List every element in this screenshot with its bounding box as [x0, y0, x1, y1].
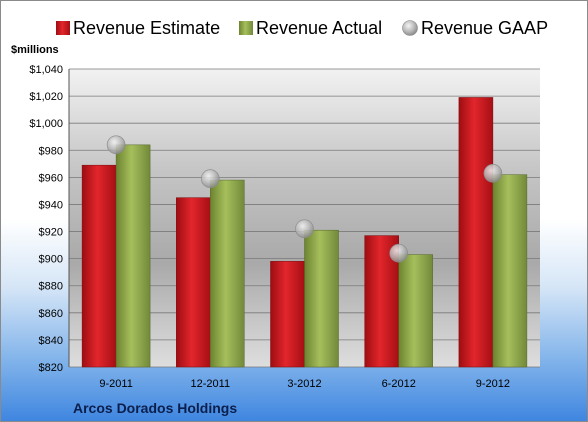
- x-category-label: 9-2011: [99, 378, 132, 390]
- bar-revenue-actual: [398, 254, 433, 368]
- bar-revenue-actual: [115, 144, 151, 368]
- bar-revenue-estimate: [81, 164, 117, 368]
- bar-revenue-estimate: [270, 261, 305, 368]
- y-tick-label: $980: [39, 145, 63, 157]
- bars: [81, 97, 528, 368]
- y-tick-label: $900: [39, 254, 63, 266]
- x-category-label: 9-2012: [476, 378, 510, 390]
- bar-revenue-actual: [304, 229, 339, 368]
- x-category-label: 12-2011: [191, 378, 231, 390]
- y-tick-label: $860: [39, 308, 63, 320]
- y-tick-label: $940: [39, 199, 63, 211]
- bar-revenue-estimate: [458, 97, 494, 368]
- y-tick-label: $880: [39, 281, 63, 293]
- y-tick-label: $960: [39, 172, 63, 184]
- gaap-markers: [106, 135, 503, 263]
- legend-swatch-actual: [239, 21, 253, 35]
- bar-revenue-estimate: [176, 197, 211, 368]
- y-tick-label: $1,020: [29, 91, 63, 103]
- legend: Revenue Estimate Revenue Actual Revenue …: [56, 18, 548, 38]
- legend-item-revenue-gaap: Revenue GAAP: [402, 18, 548, 38]
- legend-item-revenue-actual: Revenue Actual: [239, 18, 382, 38]
- legend-label-actual: Revenue Actual: [256, 18, 382, 38]
- bar-revenue-actual: [210, 179, 245, 368]
- marker-revenue-gaap: [389, 243, 409, 263]
- marker-revenue-gaap: [295, 219, 314, 239]
- y-tick-label: $820: [39, 362, 63, 374]
- company-name: Arcos Dorados Holdings: [73, 400, 237, 416]
- y-axis-ticks: $820 $840 $860 $880 $900 $920 $940 $960 $980 $1,0…: [29, 64, 63, 374]
- legend-marker-gaap: [402, 20, 418, 36]
- marker-revenue-gaap: [201, 169, 220, 189]
- y-tick-label: $1,040: [29, 64, 63, 76]
- x-category-label: 3-2012: [287, 378, 321, 390]
- legend-label-gaap: Revenue GAAP: [421, 18, 548, 38]
- legend-item-revenue-estimate: Revenue Estimate: [56, 18, 220, 38]
- y-tick-label: $920: [39, 227, 63, 239]
- marker-revenue-gaap: [483, 164, 503, 183]
- bar-revenue-actual: [492, 174, 528, 368]
- x-axis-categories: 9-2011 12-2011 3-2012 6-2012 9-2012: [99, 378, 510, 390]
- legend-label-estimate: Revenue Estimate: [73, 18, 220, 38]
- legend-swatch-estimate: [56, 21, 70, 35]
- marker-revenue-gaap: [106, 135, 126, 155]
- x-category-label: 6-2012: [382, 378, 416, 390]
- y-tick-label: $1,000: [29, 118, 63, 130]
- y-tick-label: $840: [39, 335, 63, 347]
- y-axis-unit-label: $millions: [11, 44, 59, 56]
